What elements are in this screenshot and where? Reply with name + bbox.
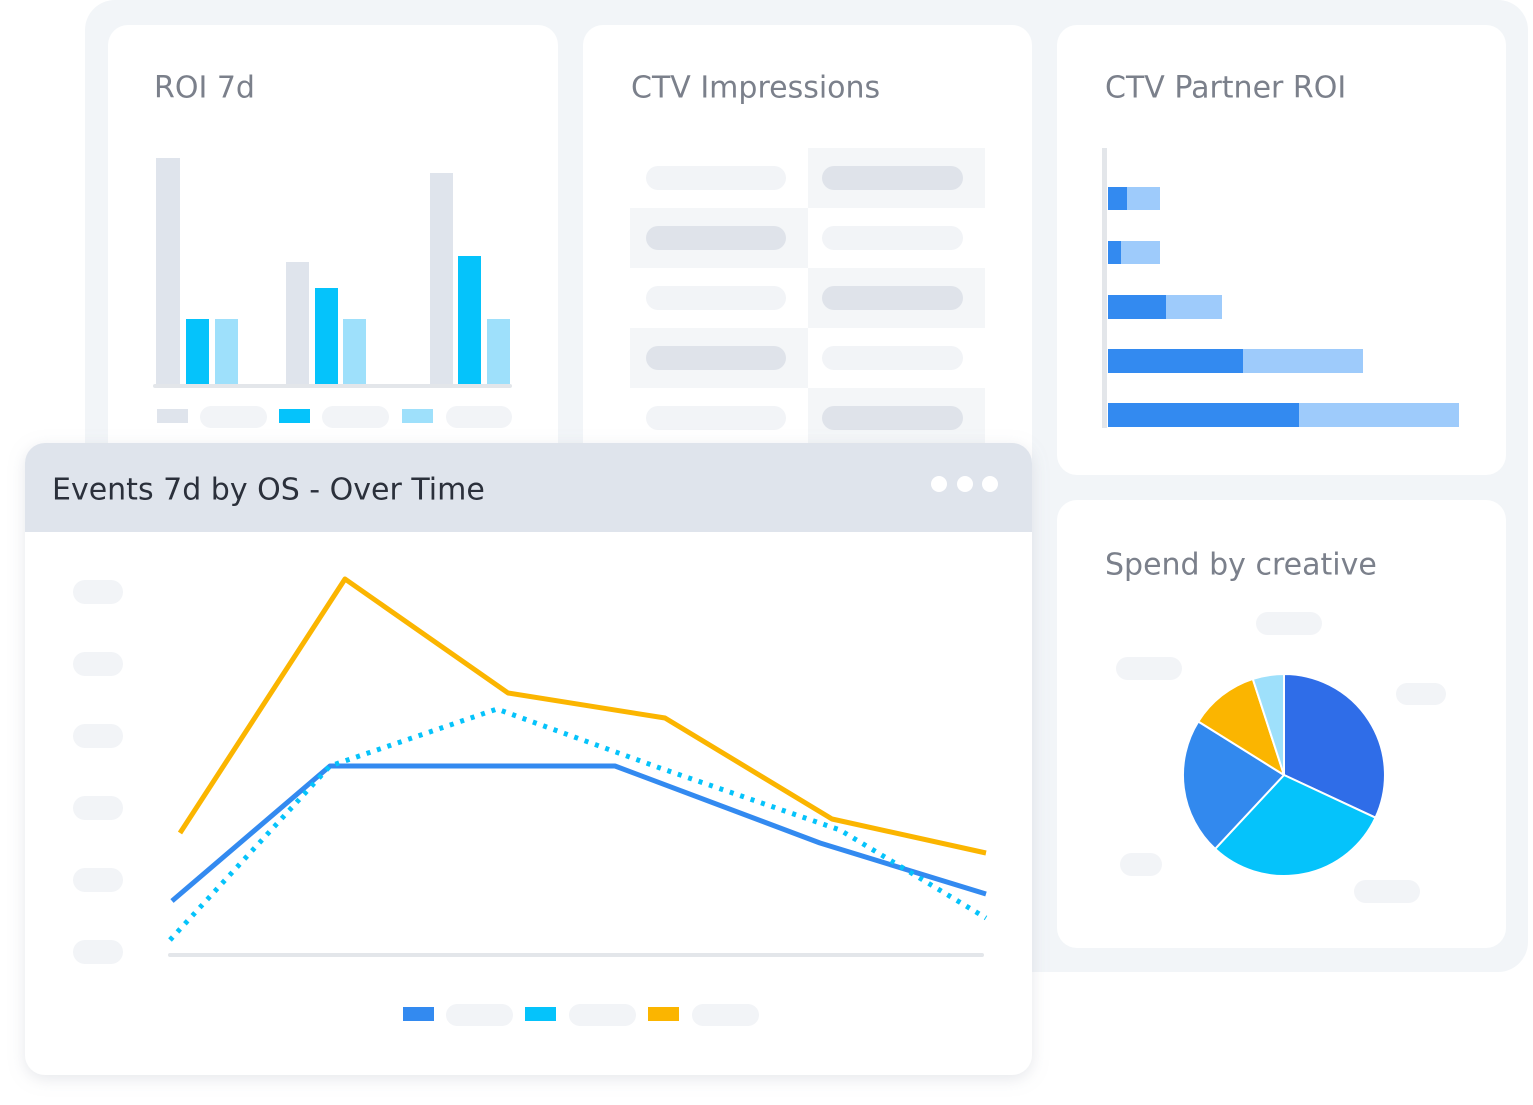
pie	[1181, 672, 1386, 878]
lines	[168, 576, 988, 942]
card-title: Spend by creative	[1105, 548, 1377, 583]
card-title: ROI 7d	[154, 71, 255, 106]
menu-dots[interactable]	[931, 476, 998, 492]
legend	[403, 1004, 759, 1026]
roi-bars	[153, 158, 512, 428]
pie-labels	[1116, 612, 1446, 903]
events-card	[25, 443, 1032, 1075]
card-title: CTV Impressions	[631, 71, 880, 106]
y-axis-placeholders	[73, 580, 123, 964]
card-title: Events 7d by OS - Over Time	[52, 473, 485, 508]
impressions-table	[630, 148, 985, 448]
card-title: CTV Partner ROI	[1105, 71, 1346, 106]
events-header	[25, 443, 1032, 532]
partner-bars	[1102, 148, 1459, 428]
